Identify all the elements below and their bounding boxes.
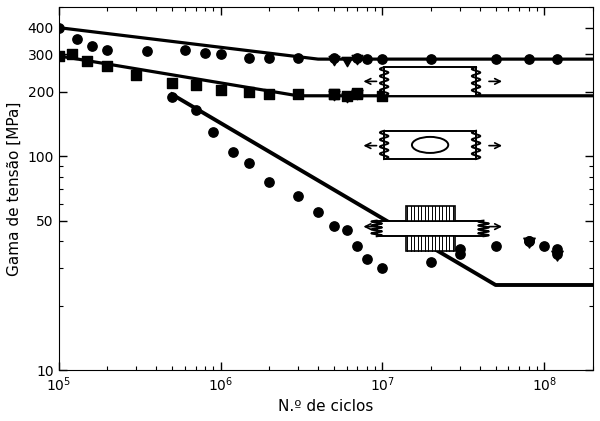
Point	[54, 53, 64, 59]
Y-axis label: Gama de tensão [MPa]: Gama de tensão [MPa]	[7, 101, 22, 276]
Point	[342, 57, 352, 64]
Point	[353, 91, 362, 98]
Point	[491, 243, 500, 250]
Point	[87, 42, 97, 49]
Point	[216, 51, 226, 58]
Point	[455, 250, 464, 257]
Point	[200, 49, 210, 56]
Point	[377, 265, 387, 272]
Point	[427, 56, 436, 62]
Point	[180, 46, 190, 53]
X-axis label: N.º de ciclos: N.º de ciclos	[278, 399, 374, 414]
Point	[329, 91, 338, 98]
Point	[524, 238, 533, 245]
Point	[539, 243, 549, 250]
Point	[377, 56, 387, 62]
Point	[244, 160, 254, 166]
Point	[293, 193, 302, 200]
Point	[553, 56, 562, 62]
Point	[329, 54, 338, 61]
Point	[73, 35, 82, 42]
Point	[67, 51, 76, 58]
Point	[265, 54, 274, 61]
Point	[167, 93, 176, 100]
Point	[353, 90, 362, 96]
Point	[329, 56, 338, 62]
Point	[167, 80, 176, 86]
Point	[191, 82, 200, 89]
Point	[208, 128, 218, 135]
Point	[54, 24, 64, 31]
Point	[142, 48, 152, 55]
Point	[362, 256, 371, 263]
Point	[229, 149, 238, 155]
Point	[329, 91, 338, 98]
Point	[353, 243, 362, 250]
Point	[353, 90, 362, 96]
Point	[342, 93, 352, 99]
Point	[553, 250, 562, 257]
Point	[455, 245, 464, 252]
Point	[329, 223, 338, 230]
Point	[265, 179, 274, 185]
Point	[362, 56, 371, 62]
Point	[131, 72, 141, 78]
Point	[265, 91, 274, 98]
Point	[216, 86, 226, 93]
Point	[427, 259, 436, 266]
Point	[103, 62, 112, 69]
Point	[342, 93, 352, 99]
Point	[342, 227, 352, 234]
Point	[553, 250, 562, 257]
Point	[293, 55, 302, 61]
Point	[103, 46, 112, 53]
Point	[524, 56, 533, 62]
Point	[82, 57, 92, 64]
Point	[524, 238, 533, 245]
Point	[553, 245, 562, 252]
Point	[293, 91, 302, 98]
Point	[377, 93, 387, 99]
Point	[524, 238, 533, 245]
Point	[353, 54, 362, 61]
Point	[191, 107, 200, 113]
Point	[353, 54, 362, 61]
Point	[244, 54, 254, 61]
Point	[244, 89, 254, 96]
Point	[329, 91, 338, 98]
Point	[313, 208, 323, 215]
Point	[491, 56, 500, 62]
